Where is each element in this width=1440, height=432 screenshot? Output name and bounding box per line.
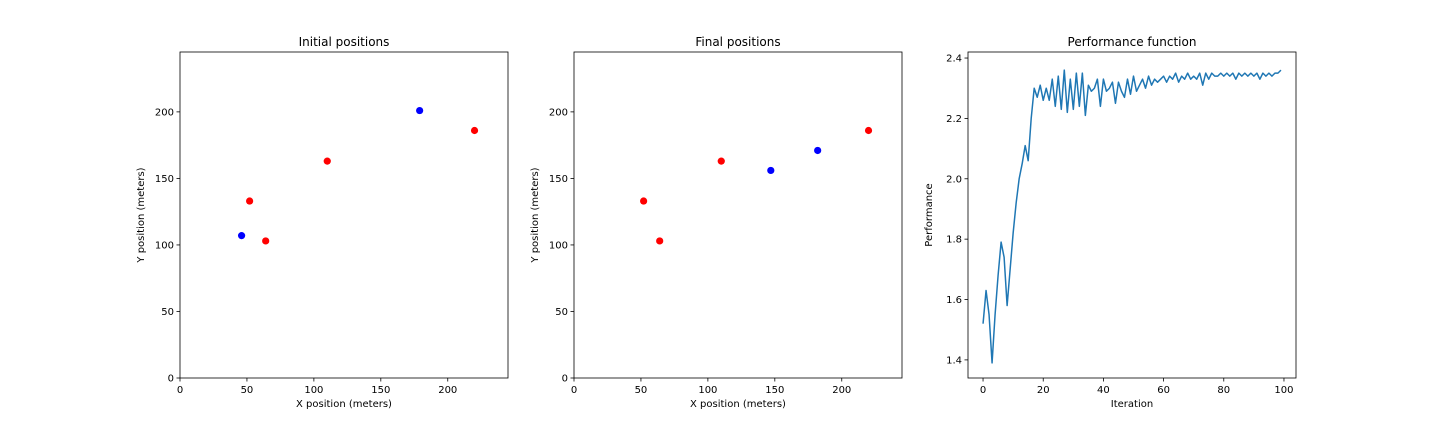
y-tick-label: 1.8 — [946, 235, 962, 246]
performance-line — [982, 69, 1282, 364]
chart-title: Performance function — [1068, 35, 1197, 49]
x-tick-label: 60 — [1157, 385, 1170, 396]
y-tick-label: 0 — [168, 374, 174, 385]
y-tick-label: 1.6 — [946, 295, 962, 306]
x-axis-label: X position (meters) — [690, 399, 786, 410]
blue-point — [814, 146, 822, 155]
x-tick-label: 20 — [1037, 385, 1050, 396]
chart-title: Final positions — [695, 35, 780, 49]
x-tick-label: 50 — [635, 385, 648, 396]
x-axis-label: X position (meters) — [296, 399, 392, 410]
y-tick-label: 150 — [155, 174, 174, 185]
x-tick-label: 150 — [765, 385, 784, 396]
y-tick-label: 1.4 — [946, 355, 962, 366]
y-tick-label: 2.2 — [946, 114, 962, 125]
x-tick-label: 150 — [371, 385, 390, 396]
x-tick-label: 200 — [832, 385, 851, 396]
red-point — [656, 237, 664, 245]
y-tick-label: 200 — [155, 107, 174, 118]
red-point — [470, 126, 479, 135]
y-tick-label: 200 — [549, 107, 568, 118]
chart-title: Initial positions — [299, 35, 390, 49]
y-axis-label: Y position (meters) — [530, 167, 541, 263]
y-axis-label: Y position (meters) — [136, 167, 147, 263]
y-tick-label: 150 — [549, 174, 568, 185]
red-point — [640, 197, 648, 205]
y-tick-label: 50 — [555, 307, 568, 318]
axes-frame — [573, 51, 903, 379]
blue-point — [237, 232, 246, 240]
x-tick-label: 100 — [1274, 385, 1293, 396]
red-point — [246, 197, 254, 205]
red-point — [717, 157, 725, 165]
x-tick-label: 0 — [571, 385, 577, 396]
y-tick-label: 100 — [549, 240, 568, 251]
axes-frame — [967, 51, 1297, 379]
y-tick-label: 2.0 — [946, 174, 962, 185]
red-point — [262, 237, 270, 245]
y-tick-label: 2.4 — [946, 54, 962, 65]
x-axis-label: Iteration — [1111, 399, 1153, 410]
x-tick-label: 0 — [177, 385, 183, 396]
initial-positions-panel: Initial positions 0 50 100 150 200 0 50 100 150 20… — [136, 35, 509, 410]
final-positions-panel: Final positions 0 50 100 150 200 0 50 100 150 200 X… — [530, 35, 903, 410]
x-tick-label: 40 — [1097, 385, 1110, 396]
y-tick-label: 0 — [562, 374, 568, 385]
y-axis-label: Performance — [924, 183, 935, 246]
blue-point — [416, 106, 424, 115]
axes-frame — [179, 51, 509, 379]
x-tick-label: 100 — [304, 385, 323, 396]
performance-function-panel: Performance function 0 20 40 60 80 100 1.4 1.6 1.… — [924, 35, 1297, 410]
x-tick-label: 80 — [1217, 385, 1230, 396]
blue-point — [767, 166, 775, 175]
x-tick-label: 100 — [698, 385, 717, 396]
red-point — [864, 126, 873, 135]
y-tick-label: 50 — [161, 307, 174, 318]
x-tick-label: 200 — [438, 385, 457, 396]
red-point — [323, 157, 331, 165]
x-tick-label: 50 — [241, 385, 254, 396]
y-tick-label: 100 — [155, 240, 174, 251]
x-tick-label: 0 — [980, 385, 986, 396]
